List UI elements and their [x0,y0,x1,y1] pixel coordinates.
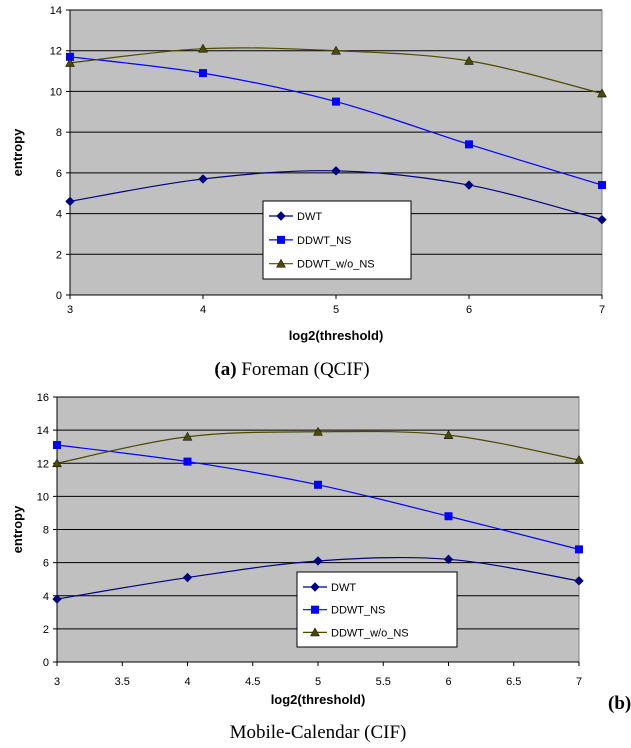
x-tick-label: 7 [599,304,605,316]
data-point [52,458,62,468]
legend-label: DWT [297,211,322,223]
data-point [575,545,583,554]
data-point [331,45,341,55]
caption: (a) Foreman (QCIF) [214,359,369,380]
caption-text: Foreman (QCIF) [237,359,370,380]
x-tick-label: 6 [445,676,451,688]
data-point [182,572,193,583]
x-tick-label: 6.5 [506,676,521,688]
y-axis-title: entropy [10,128,25,176]
y-tick-label: 4 [43,591,49,603]
x-tick-label: 5 [315,676,321,688]
y-tick-label: 2 [43,624,49,636]
data-point [183,457,192,466]
series-DDWT_NS [66,52,606,190]
data-point [198,174,208,184]
legend-marker [310,627,320,637]
data-point [182,431,193,441]
data-point [464,180,474,190]
chart-1: 0 2 4 6 8 10 12 14 3 4 5 6 7 log2(threshold) entropy DW… [10,5,607,380]
data-point [574,454,584,464]
series-DDWT_NS [53,441,583,554]
y-tick-label: 14 [37,425,49,437]
data-point [199,69,207,78]
x-axis-title: log2(threshold) [271,692,366,707]
y-tick-label: 12 [37,458,49,470]
series-DDWT_w/o_NS [52,426,584,468]
x-tick-label: 7 [576,676,582,688]
legend-marker [276,211,286,221]
legend-label: DDWT_w/o_NS [331,627,409,639]
data-point [53,441,61,450]
y-axis-title: entropy [10,505,25,553]
data-point [313,426,323,436]
series-DDWT_w/o_NS [65,43,607,98]
y-tick-label: 6 [43,558,49,570]
data-point [465,140,473,149]
y-tick-label: 8 [56,127,62,139]
x-tick-label: 4 [200,304,206,316]
y-tick-label: 0 [56,290,62,302]
y-tick-label: 10 [50,86,62,98]
data-point [65,196,75,207]
x-tick-label: 6 [466,304,472,316]
y-tick-label: 12 [50,46,62,58]
legend-label: DDWT_NS [297,235,351,247]
y-tick-label: 0 [43,657,49,669]
x-tick-label: 4 [184,676,190,688]
legend-marker [311,605,319,614]
legend-label: DDWT_w/o_NS [297,259,375,271]
data-point [198,43,208,53]
y-tick-label: 14 [50,5,62,17]
legend: DWT DDWT_NS DDWT_w/o_NS [296,571,458,648]
y-tick-label: 4 [56,209,62,221]
data-point [444,512,453,521]
chart-2: 0 2 4 6 8 10 12 14 16 3 3.5 4 4.5 5 5.5 6 6.5 7 log2(thres… [10,392,631,743]
x-tick-label: 3 [54,676,60,688]
series-DWT [52,554,584,604]
data-point [597,214,607,225]
data-point [464,55,474,65]
y-tick-label: 10 [37,491,49,503]
x-tick-label: 4.5 [245,676,260,688]
x-axis-title: log2(threshold) [289,328,384,343]
data-point [52,594,62,604]
data-point [65,57,75,67]
data-point [314,480,322,489]
y-tick-label: 16 [37,392,49,404]
caption-text: Mobile-Calendar (CIF) [230,722,407,743]
legend-label: DWT [331,582,356,594]
data-point [443,554,454,565]
data-point [331,166,341,176]
series-DWT [65,166,607,225]
caption-label: (a) [214,359,236,380]
data-point [597,88,607,98]
x-tick-label: 3 [67,304,73,316]
legend: DWT DDWT_NS DDWT_w/o_NS [262,200,412,280]
legend-marker [277,235,285,244]
legend-marker [310,582,320,592]
data-point [443,430,454,439]
legend-label: DDWT_NS [331,605,385,617]
caption-label: (b) [608,693,631,714]
y-tick-label: 2 [56,249,62,261]
data-point [332,97,340,106]
data-point [574,576,584,586]
y-tick-label: 8 [43,525,49,537]
data-point [598,181,606,190]
y-tick-label: 6 [56,168,62,180]
x-tick-label: 3.5 [115,676,130,688]
legend-marker [276,258,286,268]
x-tick-label: 5 [333,304,339,316]
x-tick-label: 5.5 [376,676,391,688]
data-point [313,556,323,566]
